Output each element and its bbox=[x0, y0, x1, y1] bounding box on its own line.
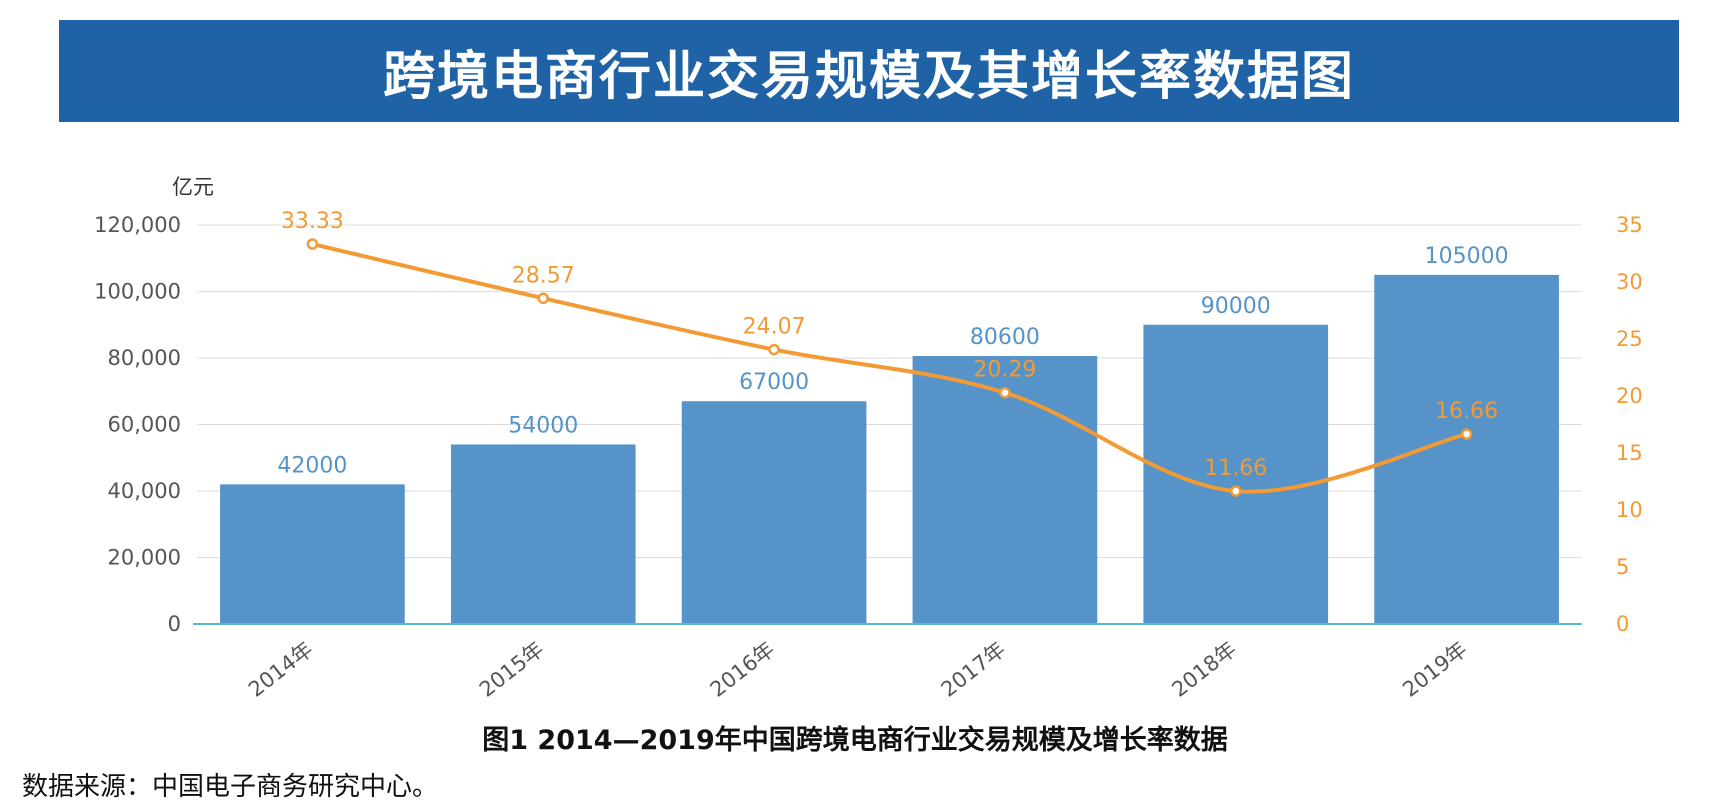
bar bbox=[681, 401, 867, 624]
line-point bbox=[1460, 428, 1473, 440]
y-tick-label: 40,000 bbox=[108, 479, 181, 503]
bar-data-label: 42000 bbox=[277, 453, 347, 478]
line-point bbox=[768, 343, 780, 356]
y2-tick-label: 15 bbox=[1616, 441, 1643, 465]
line-data-label: 20.29 bbox=[973, 358, 1036, 383]
growth-rate-line bbox=[311, 242, 1468, 494]
line-point bbox=[999, 386, 1011, 399]
line-data-label: 16.66 bbox=[1435, 399, 1498, 424]
line-data-label: 24.07 bbox=[743, 315, 806, 340]
title-banner: 跨境电商行业交易规模及其增长率数据图 bbox=[59, 20, 1679, 122]
line-point bbox=[1230, 485, 1242, 497]
y2-tick-label: 10 bbox=[1616, 498, 1643, 522]
y-tick-label: 60,000 bbox=[108, 413, 181, 437]
y-tick-label: 120,000 bbox=[94, 213, 181, 237]
y2-tick-label: 30 bbox=[1616, 270, 1643, 294]
bar-data-label: 105000 bbox=[1425, 244, 1509, 269]
y-tick-label: 20,000 bbox=[108, 546, 181, 570]
data-source-note: 数据来源：中国电子商务研究中心。 bbox=[22, 772, 439, 802]
y-tick-label: 80,000 bbox=[108, 346, 181, 370]
y2-tick-label: 25 bbox=[1616, 327, 1643, 351]
y2-tick-label: 5 bbox=[1616, 555, 1629, 579]
y2-tick-label: 0 bbox=[1616, 612, 1629, 636]
x-tick-label: 2017年 bbox=[937, 637, 1010, 702]
banner-title: 跨境电商行业交易规模及其增长率数据图 bbox=[382, 46, 1355, 107]
y-tick-label: 0 bbox=[168, 612, 181, 636]
line-point bbox=[306, 238, 319, 250]
y-axis-unit: 亿元 bbox=[172, 175, 214, 199]
figure-caption: 图1 2014—2019年中国跨境电商行业交易规模及增长率数据 bbox=[482, 725, 1228, 756]
x-tick-label: 2018年 bbox=[1167, 637, 1240, 702]
x-tick-label: 2015年 bbox=[475, 637, 548, 702]
x-tick-label: 2016年 bbox=[706, 637, 779, 702]
x-tick-label: 2019年 bbox=[1398, 637, 1471, 702]
bar-data-label: 67000 bbox=[739, 370, 809, 395]
bar bbox=[450, 444, 636, 624]
combo-chart: 0 20,000 40,000 60,000 80,000 100,000 120,000 0… bbox=[94, 175, 1643, 702]
bar-data-label: 80600 bbox=[970, 325, 1040, 350]
y2-tick-label: 35 bbox=[1616, 213, 1643, 237]
line-data-label: 28.57 bbox=[512, 263, 575, 288]
bar bbox=[1374, 274, 1559, 624]
bar-data-label: 54000 bbox=[508, 413, 578, 438]
bar bbox=[220, 484, 405, 624]
line-data-label: 33.33 bbox=[281, 209, 344, 234]
y2-tick-label: 20 bbox=[1616, 384, 1643, 408]
x-tick-label: 2014年 bbox=[244, 637, 317, 702]
bar bbox=[912, 356, 1098, 624]
line-point bbox=[537, 292, 549, 305]
bar-data-label: 90000 bbox=[1201, 294, 1271, 319]
y-tick-label: 100,000 bbox=[94, 280, 181, 304]
line-data-label: 11.66 bbox=[1204, 456, 1267, 481]
